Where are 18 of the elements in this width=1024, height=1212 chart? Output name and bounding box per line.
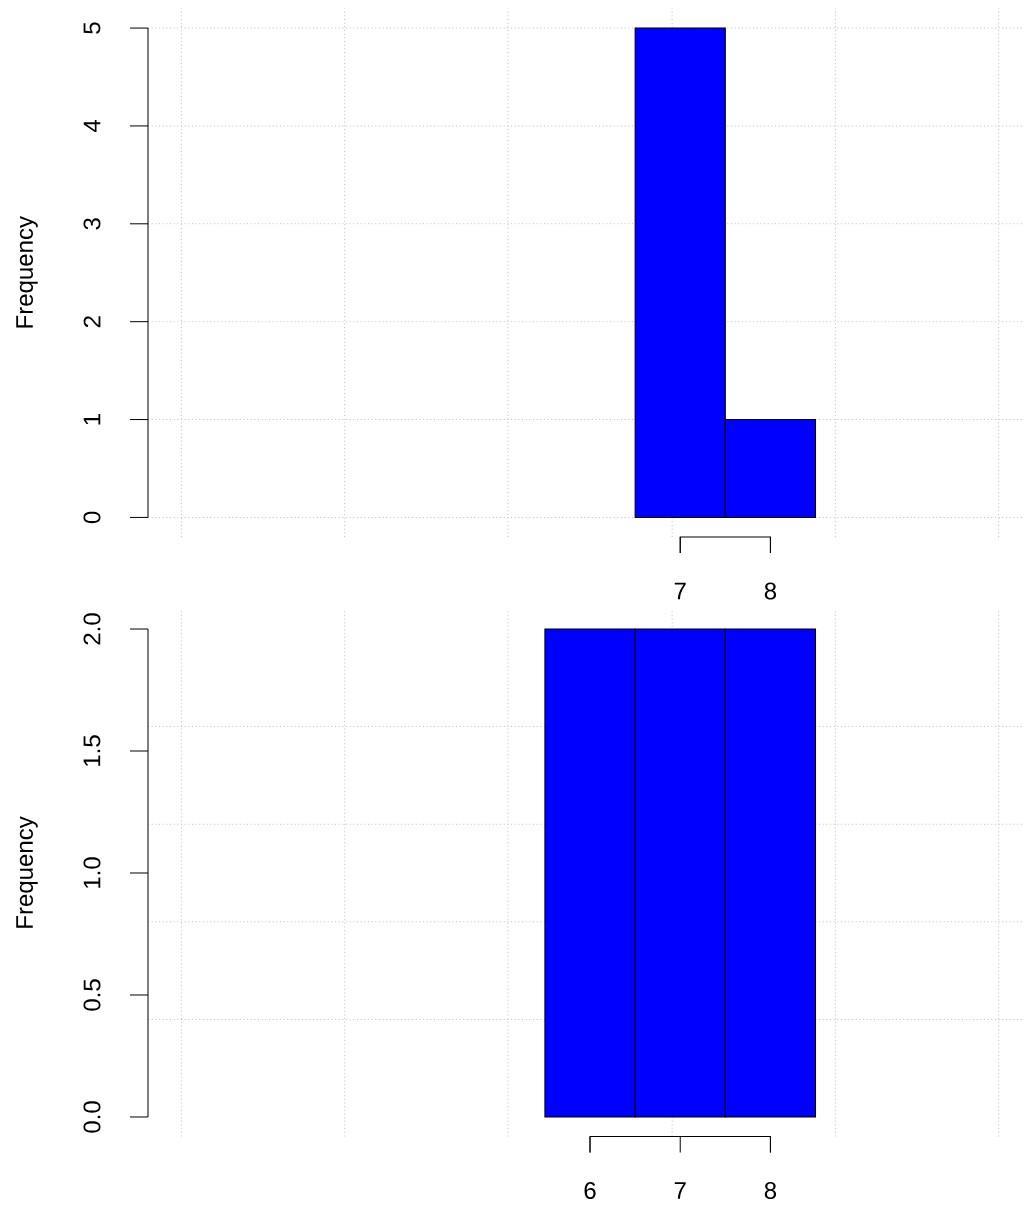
y-tick-label: 0.5	[83, 979, 101, 1011]
x-tick-label: 8	[765, 582, 777, 600]
y-tick-label: 2.0	[83, 613, 101, 645]
y-tick-label: 1.5	[83, 735, 101, 766]
y-tick-label: 1	[83, 414, 101, 425]
x-tick-label: 7	[675, 1182, 686, 1199]
y-tick-label: 3	[83, 218, 101, 230]
x-tick-label: 6	[584, 1181, 596, 1199]
y-tick-label: 0	[83, 511, 101, 524]
x-tick-label: 7	[675, 582, 686, 600]
y-axis-title: Frequency	[16, 216, 38, 328]
y-tick-label: 2	[83, 316, 101, 328]
y-axis-title: Frequency	[16, 816, 38, 928]
y-tick-label: 4	[83, 119, 101, 133]
y-tick-label: 1.0	[83, 857, 101, 888]
y-tick-label: 5	[83, 22, 101, 34]
x-tick-label: 8	[765, 1181, 777, 1199]
y-tick-label: 0.0	[83, 1101, 101, 1133]
